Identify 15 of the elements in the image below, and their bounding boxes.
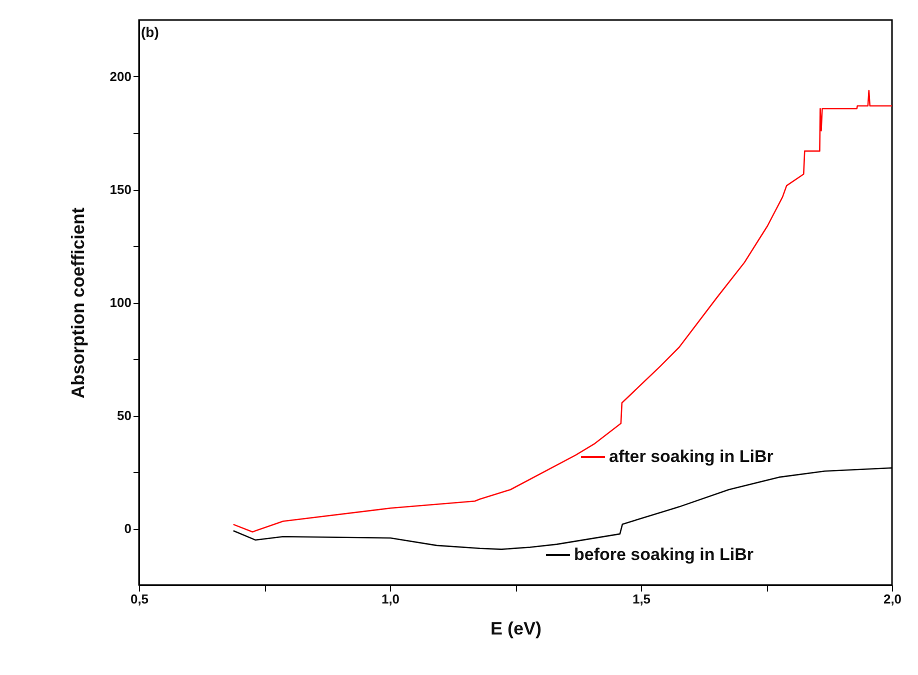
legend-label: after soaking in LiBr — [609, 447, 774, 466]
y-axis-title: Absorption coefficient — [68, 207, 88, 399]
y-tick-label: 50 — [117, 408, 132, 423]
legend-label: before soaking in LiBr — [574, 545, 754, 564]
y-tick-label: 100 — [110, 295, 132, 310]
x-tick-label: 1,0 — [381, 592, 400, 606]
y-tick-label: 0 — [124, 521, 132, 536]
y-tick-label: 200 — [110, 69, 132, 84]
x-tick-label: 1,5 — [632, 592, 651, 606]
annotation: (b) — [141, 24, 159, 40]
line-series — [232, 90, 893, 533]
x-tick-label: 2,0 — [883, 592, 902, 606]
y-tick-label: 150 — [110, 182, 132, 197]
x-axis-title: E (eV) — [490, 618, 542, 638]
x-tick-label: 0,5 — [130, 592, 149, 606]
